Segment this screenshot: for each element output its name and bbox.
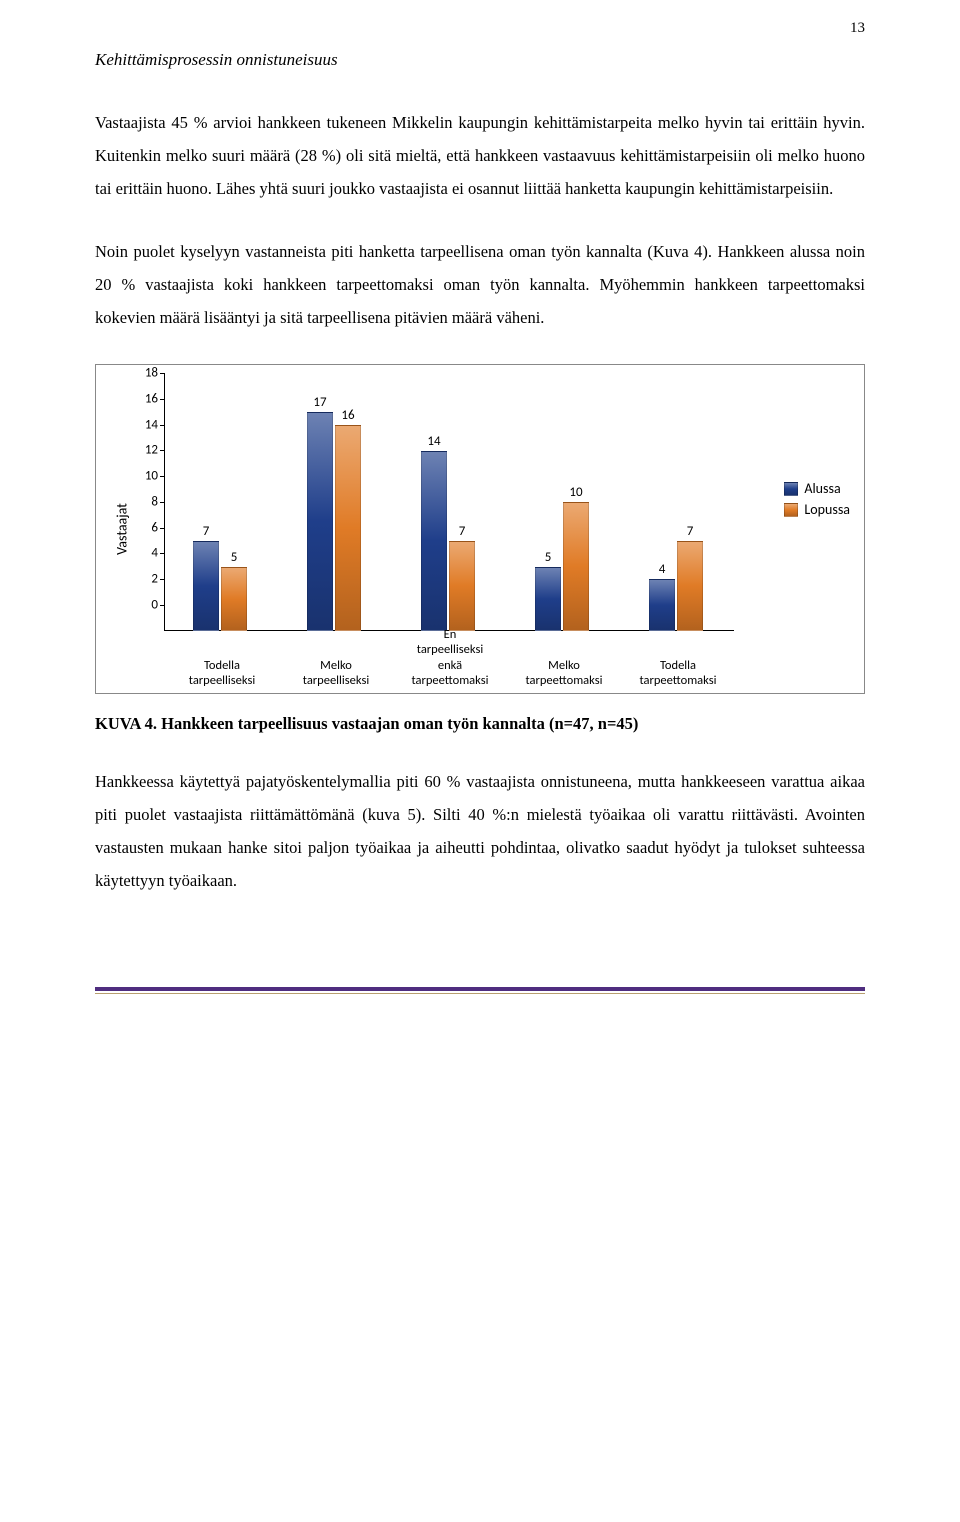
legend-swatch (784, 503, 798, 517)
y-tick-mark (160, 373, 164, 374)
x-category-label: Melkotarpeettomaksi (514, 658, 614, 689)
y-tick-mark (160, 502, 164, 503)
bar-value-label: 16 (341, 408, 354, 423)
chart-legend: Alussa Lopussa (784, 480, 850, 522)
bar: 16 (335, 425, 361, 631)
bar-group: 47 (649, 541, 709, 631)
section-title: Kehittämisprosessin onnistuneisuus (95, 50, 865, 70)
y-tick-mark (160, 579, 164, 580)
y-tick-mark (160, 605, 164, 606)
bar-value-label: 5 (231, 550, 238, 565)
bar-value-label: 7 (459, 524, 466, 539)
y-tick-label: 6 (134, 520, 158, 535)
y-tick-label: 2 (134, 572, 158, 587)
y-tick-mark (160, 450, 164, 451)
y-tick-label: 12 (134, 443, 158, 458)
x-category-label: Entarpeelliseksienkä tarpeettomaksi (400, 627, 500, 690)
figure-caption: KUVA 4. Hankkeen tarpeellisuus vastaajan… (95, 712, 865, 737)
bar-value-label: 17 (313, 395, 326, 410)
paragraph-1: Vastaajista 45 % arvioi hankkeen tukenee… (95, 106, 865, 205)
y-tick-mark (160, 553, 164, 554)
y-tick-mark (160, 399, 164, 400)
paragraph-2: Noin puolet kyselyyn vastanneista piti h… (95, 235, 865, 334)
legend-swatch (784, 482, 798, 496)
y-tick-mark (160, 425, 164, 426)
bar: 7 (449, 541, 475, 631)
bar-value-label: 7 (687, 524, 694, 539)
bar: 14 (421, 451, 447, 631)
bar-value-label: 4 (659, 562, 666, 577)
legend-label: Lopussa (804, 501, 850, 518)
y-tick-label: 18 (134, 366, 158, 381)
bar: 7 (677, 541, 703, 631)
bar-value-label: 7 (203, 524, 210, 539)
y-tick-label: 16 (134, 391, 158, 406)
y-tick-label: 8 (134, 494, 158, 509)
legend-item: Lopussa (784, 501, 850, 518)
y-tick-label: 14 (134, 417, 158, 432)
bar: 7 (193, 541, 219, 631)
y-tick-label: 4 (134, 546, 158, 561)
chart-kuva-4: Vastaajat 75171614751047 024681012141618… (95, 364, 865, 694)
bar: 10 (563, 502, 589, 631)
bar-group: 1716 (307, 412, 367, 631)
y-tick-label: 10 (134, 469, 158, 484)
bar-group: 75 (193, 541, 253, 631)
x-category-label: Todellatarpeelliseksi (172, 658, 272, 689)
bar-group: 147 (421, 451, 481, 631)
y-tick-label: 0 (134, 598, 158, 613)
bar: 4 (649, 579, 675, 631)
y-axis-label: Vastaajat (113, 503, 130, 555)
bar: 5 (535, 567, 561, 631)
footer-rule (95, 987, 865, 994)
plot-area: 75171614751047 (164, 373, 734, 631)
page-number: 13 (850, 20, 865, 37)
y-tick-mark (160, 476, 164, 477)
bar-value-label: 5 (545, 550, 552, 565)
bar: 5 (221, 567, 247, 631)
bar-value-label: 14 (427, 434, 440, 449)
bar-group: 510 (535, 502, 595, 631)
x-category-label: Melkotarpeelliseksi (286, 658, 386, 689)
x-category-label: Todellatarpeettomaksi (628, 658, 728, 689)
legend-label: Alussa (804, 480, 840, 497)
legend-item: Alussa (784, 480, 850, 497)
paragraph-3: Hankkeessa käytettyä pajatyöskentelymall… (95, 765, 865, 897)
bar-value-label: 10 (569, 485, 582, 500)
y-tick-mark (160, 528, 164, 529)
bar: 17 (307, 412, 333, 631)
